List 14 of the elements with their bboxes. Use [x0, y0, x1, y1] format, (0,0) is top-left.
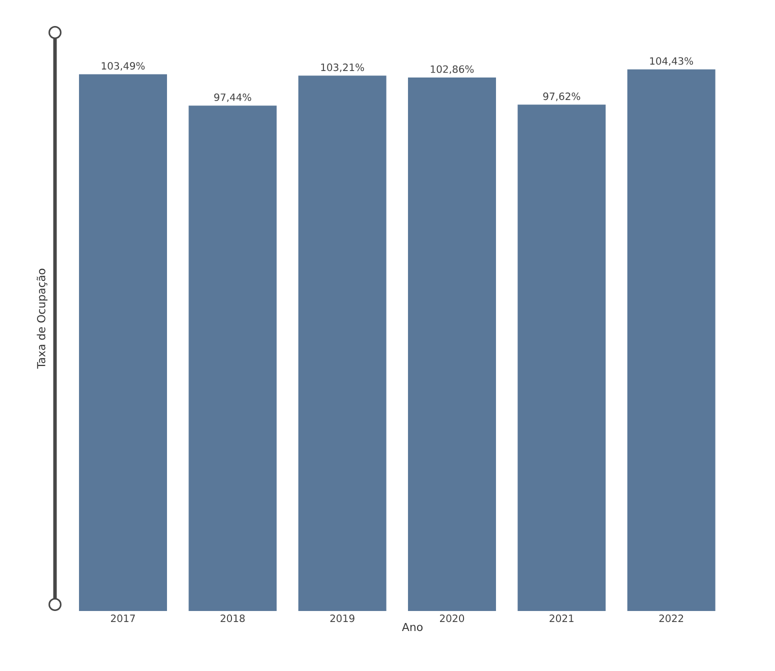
x-tick-label: 2018 [220, 614, 245, 622]
x-tick-label: 2022 [659, 614, 684, 622]
x-tick-label: 2021 [550, 614, 574, 622]
x-tick-label: 2020 [440, 614, 464, 622]
data-label: 102,86% [430, 65, 474, 74]
data-label: 97,44% [214, 93, 252, 102]
data-label: 103,21% [321, 64, 364, 72]
x-tick-label: 2017 [111, 614, 135, 622]
data-label: 104,43% [650, 57, 694, 66]
data-label: 103,49% [102, 62, 145, 71]
x-tick-label: 2019 [330, 614, 354, 622]
data-label: 97,62% [543, 92, 580, 102]
x-axis-title: Ano [402, 622, 423, 632]
y-axis-title: Taxa de Ocupação [36, 268, 48, 369]
